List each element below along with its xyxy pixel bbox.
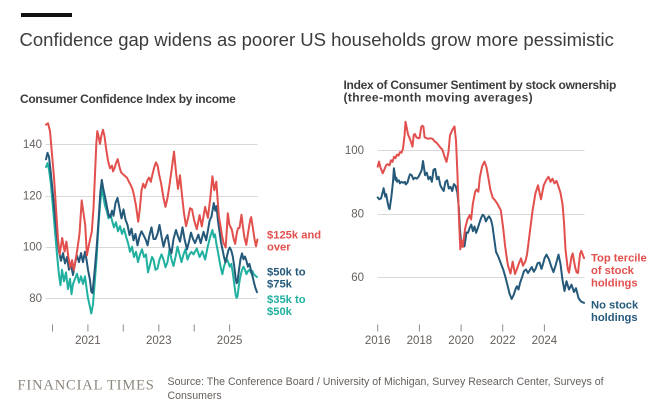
svg-text:FINANCIAL TIMES: FINANCIAL TIMES: [18, 378, 155, 394]
svg-text:100: 100: [345, 145, 364, 157]
svg-text:80: 80: [29, 293, 42, 305]
svg-text:over: over: [267, 242, 291, 254]
svg-text:$75k: $75k: [267, 279, 293, 291]
svg-text:of stock: of stock: [591, 265, 635, 277]
svg-text:2016: 2016: [365, 335, 391, 347]
svg-text:No stock: No stock: [591, 300, 639, 312]
svg-text:$35k to: $35k to: [267, 294, 306, 306]
svg-text:2022: 2022: [490, 335, 516, 347]
svg-text:2023: 2023: [146, 335, 172, 347]
svg-text:140: 140: [23, 139, 42, 151]
svg-text:120: 120: [23, 190, 42, 202]
svg-text:2025: 2025: [217, 335, 243, 347]
svg-text:$50k: $50k: [267, 306, 293, 318]
svg-text:Consumer Confidence Index by i: Consumer Confidence Index by income: [20, 92, 236, 106]
svg-text:holdings: holdings: [591, 278, 638, 290]
svg-text:2021: 2021: [75, 335, 101, 347]
svg-text:$125k and: $125k and: [267, 230, 321, 242]
svg-text:holdings: holdings: [591, 312, 638, 324]
svg-text:80: 80: [351, 209, 364, 221]
svg-text:2020: 2020: [448, 335, 474, 347]
svg-text:100: 100: [23, 242, 42, 254]
svg-text:2018: 2018: [407, 335, 433, 347]
svg-text:Index of Consumer Sentiment by: Index of Consumer Sentiment by stock own…: [344, 78, 617, 92]
svg-text:Consumers: Consumers: [168, 390, 222, 402]
svg-text:Top tercile: Top tercile: [591, 253, 647, 265]
svg-text:2024: 2024: [532, 335, 558, 347]
svg-text:60: 60: [351, 272, 364, 284]
svg-text:(three-month moving averages): (three-month moving averages): [344, 91, 534, 105]
svg-text:$50k to: $50k to: [267, 267, 306, 279]
svg-text:Source: The Conference Board /: Source: The Conference Board / Universit…: [168, 376, 604, 388]
svg-text:Confidence gap widens as poore: Confidence gap widens as poorer US house…: [20, 29, 614, 50]
